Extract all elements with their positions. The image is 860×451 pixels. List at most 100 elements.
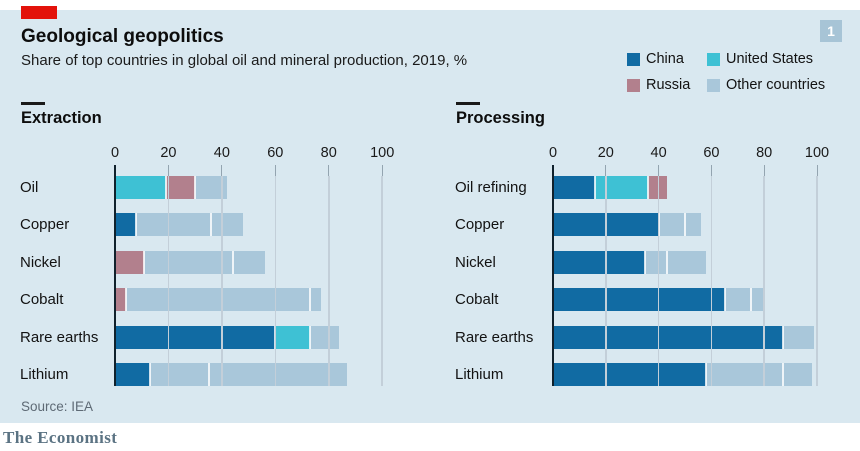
legend-swatch-other-countries — [707, 78, 720, 92]
segment-divider — [684, 213, 686, 236]
category-label: Oil refining — [455, 178, 527, 196]
category-label: Oil — [20, 178, 39, 196]
category-label: Nickel — [20, 253, 61, 271]
bar-segment-china — [115, 213, 137, 236]
segment-divider — [594, 175, 597, 199]
processing-header-dash — [456, 102, 480, 105]
axis-tick-mark — [816, 165, 818, 176]
bar-segment-other — [310, 325, 340, 349]
bar-segment-other — [706, 363, 783, 386]
bar-segment-russia — [115, 288, 126, 311]
legend-item-united-states: United States — [707, 51, 813, 67]
category-label: Rare earths — [20, 328, 99, 346]
segment-divider — [143, 250, 146, 274]
economist-brand: The Economist — [3, 428, 118, 447]
axis-zero-line — [551, 165, 554, 386]
bar-segment-other — [666, 250, 707, 274]
segment-divider — [647, 175, 650, 199]
category-label: Cobalt — [455, 291, 499, 308]
segment-divider — [309, 288, 312, 311]
legend-swatch-russia — [627, 78, 640, 92]
bar-segment-other — [724, 288, 751, 311]
segment-divider — [781, 363, 784, 386]
category-label: Rare earths — [455, 328, 534, 346]
axis-tick-mark — [605, 165, 607, 176]
bar-segment-other — [125, 288, 311, 311]
axis-tick-mark — [328, 165, 330, 176]
segment-divider — [124, 288, 127, 311]
legend-swatch-china — [627, 52, 640, 66]
axis-tick-mark — [221, 165, 223, 176]
bar-segment-us — [595, 175, 649, 199]
axis-tick-label: 60 — [703, 145, 720, 161]
panel-title-extraction: Extraction — [21, 109, 102, 127]
axis-tick-label: 100 — [804, 145, 830, 161]
legend-label: Russia — [646, 77, 691, 93]
gridline — [274, 176, 277, 386]
axis-tick-mark — [658, 165, 660, 176]
category-label: Cobalt — [20, 291, 64, 308]
axis-zero-line — [113, 165, 116, 386]
gridline — [381, 176, 383, 386]
bar-segment-other — [232, 250, 265, 274]
segment-divider — [135, 213, 138, 236]
bar-segment-china — [553, 363, 707, 386]
gridline — [328, 176, 330, 386]
bar-segment-other — [782, 325, 815, 349]
legend-label: United States — [726, 51, 814, 67]
category-label: Copper — [20, 216, 70, 233]
bar-segment-other — [136, 213, 212, 236]
gridline — [605, 176, 607, 386]
segment-divider — [309, 325, 312, 349]
legend-label: Other countries — [726, 77, 826, 93]
legend-label: China — [646, 51, 684, 67]
bar-segment-china — [115, 363, 150, 386]
axis-tick-label: 20 — [160, 145, 177, 161]
segment-divider — [148, 363, 151, 386]
bar-segment-china — [553, 288, 725, 311]
page-title: Geological geopolitics — [21, 26, 224, 47]
legend-item-other-countries: Other countries — [707, 77, 825, 93]
bar-segment-russia — [115, 250, 145, 274]
segment-divider — [750, 288, 752, 311]
bar-segment-china — [553, 325, 783, 349]
axis-tick-label: 40 — [650, 145, 667, 161]
axis-tick-mark — [274, 165, 276, 176]
axis-tick-label: 80 — [320, 145, 337, 161]
bar-segment-other — [144, 250, 233, 274]
bar-segment-other — [208, 363, 348, 386]
page-subtitle: Share of top countries in global oil and… — [21, 52, 468, 69]
category-label: Lithium — [20, 366, 69, 383]
segment-divider — [665, 250, 668, 274]
bar-segment-russia — [165, 175, 196, 199]
bar-segment-other — [685, 213, 701, 236]
axis-tick-label: 20 — [597, 145, 614, 161]
bar-segment-china — [553, 175, 596, 199]
segment-divider — [723, 288, 726, 311]
bar-segment-china — [115, 325, 276, 349]
bar-segment-other — [658, 213, 685, 236]
segment-divider — [644, 250, 647, 274]
bar-segment-other — [310, 288, 321, 311]
gridline — [816, 176, 818, 386]
bar-segment-other — [211, 213, 244, 236]
segment-divider — [231, 250, 234, 274]
bar-segment-other — [645, 250, 667, 274]
gridline — [710, 176, 713, 386]
source-note: Source: IEA — [21, 399, 94, 414]
panel-title-processing: Processing — [456, 109, 545, 127]
segment-divider — [705, 363, 708, 386]
axis-tick-mark — [381, 165, 383, 176]
segment-divider — [210, 213, 213, 236]
segment-divider — [164, 175, 167, 199]
category-label: Nickel — [455, 253, 496, 271]
category-label: Copper — [455, 216, 505, 233]
bar-segment-other — [782, 363, 812, 386]
bar-segment-other — [751, 288, 765, 311]
axis-tick-label: 100 — [370, 145, 395, 161]
axis-tick-label: 0 — [110, 145, 120, 161]
bar-segment-other — [195, 175, 228, 199]
legend-swatch-united-states — [707, 52, 720, 66]
